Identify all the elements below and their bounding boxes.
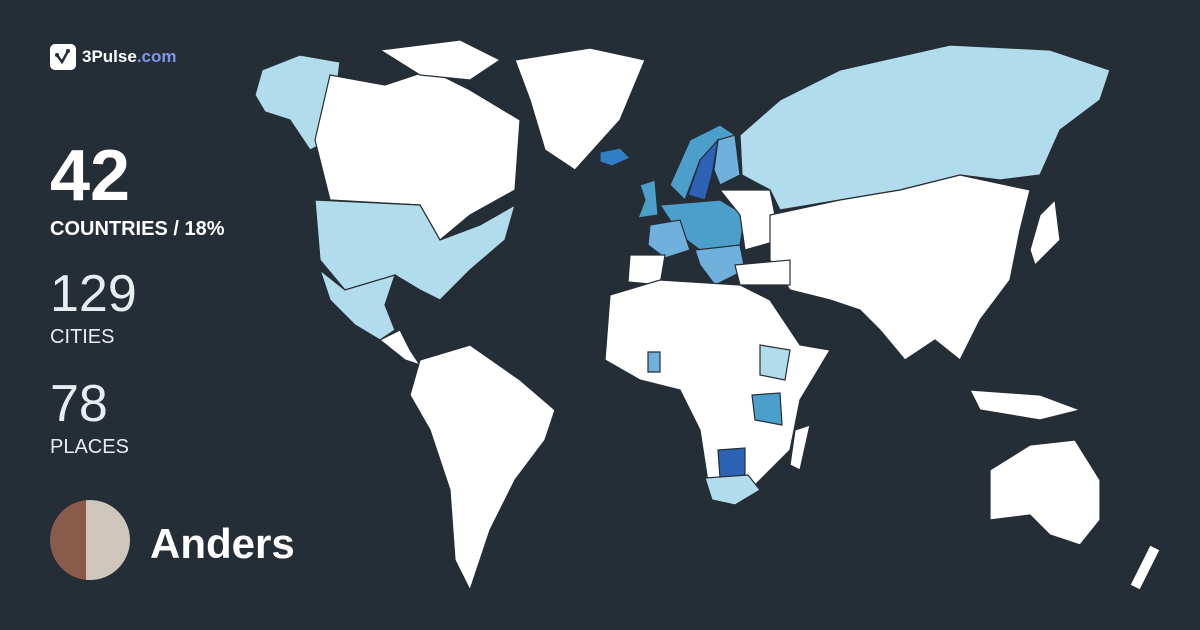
region-balkans — [694, 244, 746, 286]
region-madagascar — [789, 424, 811, 471]
region-south-america — [409, 344, 556, 592]
region-australia — [989, 439, 1101, 546]
region-eastern-europe — [718, 189, 781, 251]
region-turkey — [734, 259, 791, 286]
region-mexico — [318, 268, 396, 341]
avatar — [50, 500, 130, 580]
brand-name: 3Pulse.com — [82, 47, 177, 66]
cities-count: 129 — [50, 265, 137, 323]
places-stat: 78 PLACES — [50, 378, 129, 459]
brand-logo[interactable]: 3Pulse.com — [50, 44, 177, 70]
region-southeast-asia-islands — [968, 389, 1083, 421]
region-africa — [604, 279, 831, 501]
places-count: 78 — [50, 375, 108, 433]
countries-label: COUNTRIES / 18% — [50, 218, 225, 240]
region-usa — [314, 199, 516, 301]
region-botswana — [717, 447, 746, 479]
region-south-africa — [704, 474, 761, 506]
region-ghana — [647, 351, 661, 373]
cities-stat: 129 CITIES — [50, 268, 137, 349]
countries-stat: 42 COUNTRIES / 18% — [50, 140, 224, 241]
region-greenland — [514, 47, 646, 171]
region-finland — [713, 134, 741, 186]
region-uk — [637, 179, 659, 219]
region-arctic-islands — [378, 39, 502, 81]
region-tanzania — [751, 392, 783, 426]
region-russia — [739, 44, 1111, 211]
region-east-africa — [759, 344, 791, 381]
region-central-america — [378, 329, 422, 367]
region-new-zealand — [1129, 544, 1161, 591]
countries-count: 42 — [50, 136, 131, 216]
region-iceland — [599, 147, 632, 167]
places-label: PLACES — [50, 436, 129, 458]
cities-label: CITIES — [50, 326, 115, 348]
region-asia — [769, 174, 1031, 361]
region-japan — [1029, 198, 1061, 267]
check-pulse-icon — [50, 44, 76, 70]
region-france — [647, 219, 691, 259]
region-sweden — [687, 138, 719, 201]
user-name: Anders — [150, 520, 295, 567]
